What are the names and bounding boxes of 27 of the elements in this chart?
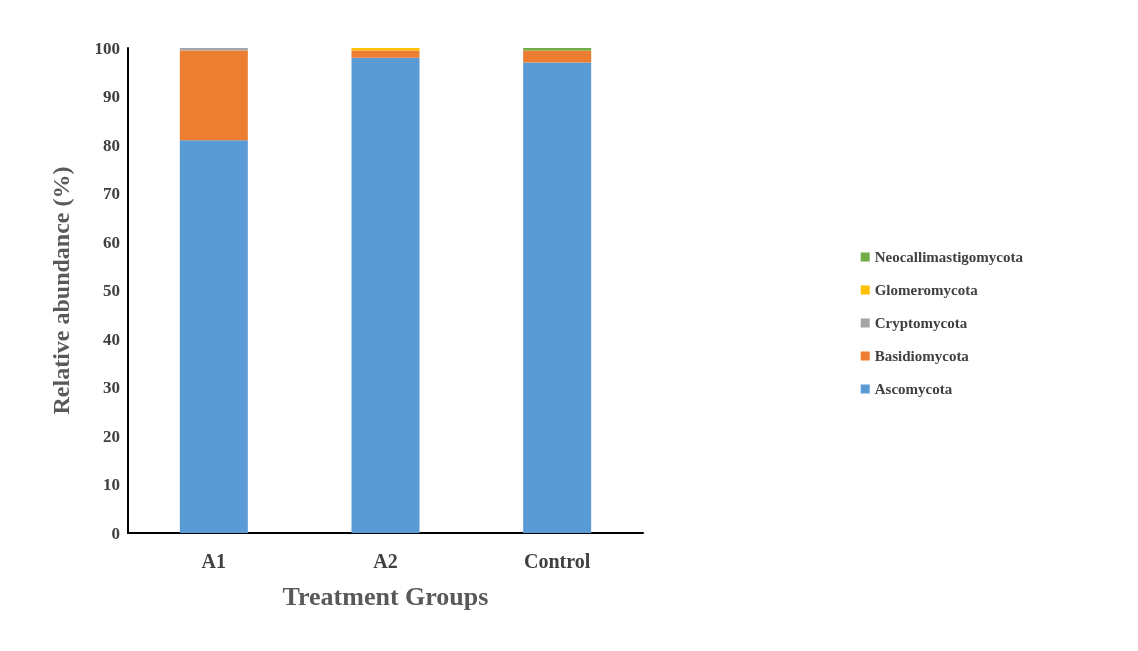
y-tick-label: 0	[111, 523, 120, 543]
y-tick-label: 40	[103, 329, 120, 349]
x-tick-label: A1	[201, 550, 227, 572]
y-tick-label: 20	[103, 426, 120, 446]
y-tick-label: 80	[103, 135, 120, 155]
bar	[351, 57, 420, 533]
bar	[523, 50, 592, 63]
bar	[351, 50, 420, 58]
y-tick-label: 10	[103, 475, 120, 494]
y-tick-label: 60	[103, 232, 120, 252]
legend-label: Ascomycota	[874, 381, 953, 397]
x-tick-label: A2	[373, 550, 398, 572]
x-tick-label: Control	[524, 550, 591, 572]
bar	[179, 50, 248, 141]
y-tick-label: 100	[94, 38, 120, 58]
y-tick-label: 50	[103, 281, 120, 300]
legend-label: Cryptomycota	[874, 315, 968, 331]
y-axis-title: Relative abundance (%)	[48, 166, 74, 415]
legend-label: Glomeromycota	[874, 282, 979, 298]
bar	[179, 140, 248, 533]
bar	[523, 62, 592, 533]
legend-label: Basidiomycota	[874, 348, 970, 364]
y-tick-label: 70	[103, 184, 120, 203]
legend-label: Neocallimastigomycota	[874, 249, 1024, 265]
y-tick-label: 30	[103, 378, 120, 397]
y-tick-label: 90	[103, 87, 120, 106]
x-axis-title: Treatment Groups	[282, 581, 489, 611]
